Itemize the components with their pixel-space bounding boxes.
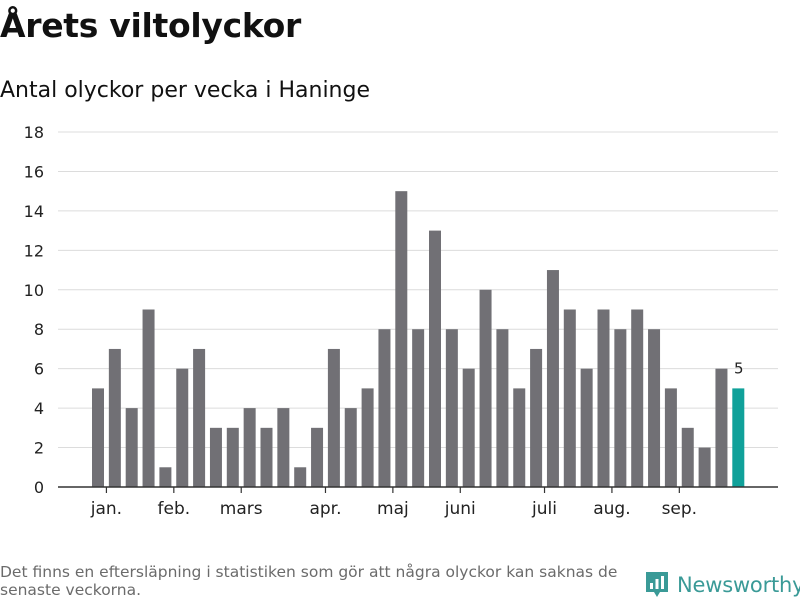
footnote: Det finns en eftersläpning i statistiken… bbox=[0, 563, 618, 599]
x-tick-label: juni bbox=[444, 499, 476, 519]
bar bbox=[513, 388, 526, 487]
x-tick-label: sep. bbox=[662, 499, 698, 519]
bars: 5 bbox=[58, 191, 778, 488]
y-tick-label: 16 bbox=[24, 162, 44, 181]
bar bbox=[260, 427, 273, 487]
bar bbox=[648, 329, 661, 487]
bar bbox=[715, 368, 728, 487]
y-tick-label: 8 bbox=[34, 320, 44, 339]
bar bbox=[193, 348, 206, 487]
y-tick-label: 14 bbox=[24, 202, 44, 221]
x-tick-label: apr. bbox=[309, 499, 341, 519]
bar-chart: 0 2 4 6 8 10 12 14 16 18 5 jan. feb. mars apr. maj jun… bbox=[24, 123, 778, 519]
bar-latest-week bbox=[732, 388, 745, 487]
bar bbox=[142, 309, 155, 487]
bar bbox=[412, 329, 425, 487]
bar bbox=[395, 191, 408, 487]
bar bbox=[176, 368, 189, 487]
bar bbox=[159, 467, 172, 487]
bar bbox=[496, 329, 509, 487]
x-tick-label: maj bbox=[377, 499, 409, 519]
bar bbox=[546, 270, 559, 487]
bar-chart-speech-bubble-icon bbox=[646, 572, 668, 597]
x-tick-label: aug. bbox=[593, 499, 630, 519]
bar bbox=[445, 329, 458, 487]
bar bbox=[698, 447, 711, 487]
x-tick-label: mars bbox=[220, 499, 263, 519]
bar bbox=[243, 408, 256, 487]
y-tick-label: 10 bbox=[24, 281, 44, 300]
bar bbox=[226, 427, 239, 487]
bar bbox=[294, 467, 307, 487]
x-tick-label: juli bbox=[531, 499, 557, 519]
y-tick-label: 0 bbox=[34, 478, 44, 497]
y-tick-label: 12 bbox=[24, 241, 44, 260]
x-axis-ticks: jan. feb. mars apr. maj juni juli aug. sep. bbox=[90, 487, 697, 519]
bar bbox=[563, 309, 576, 487]
bar bbox=[311, 427, 324, 487]
bar bbox=[580, 368, 593, 487]
x-tick-label: jan. bbox=[90, 499, 122, 519]
bar bbox=[681, 427, 694, 487]
bar bbox=[108, 348, 121, 487]
bar bbox=[614, 329, 627, 487]
y-tick-label: 4 bbox=[34, 399, 44, 418]
bar bbox=[344, 408, 357, 487]
bar bbox=[92, 388, 104, 487]
brand-name: Newsworthy bbox=[677, 573, 800, 597]
brand-logo[interactable]: Newsworthy bbox=[644, 569, 800, 601]
data-label: 5 bbox=[734, 359, 744, 377]
bar bbox=[209, 427, 222, 487]
y-tick-label: 18 bbox=[24, 123, 44, 142]
chart-subtitle: Antal olyckor per vecka i Haninge bbox=[0, 78, 370, 103]
bar bbox=[530, 348, 543, 487]
bar bbox=[277, 408, 290, 487]
y-axis-ticks: 0 2 4 6 8 10 12 14 16 18 bbox=[24, 123, 44, 497]
bar bbox=[597, 309, 610, 487]
bar bbox=[631, 309, 644, 487]
bar bbox=[479, 289, 492, 487]
chart-title: Årets viltolyckor bbox=[0, 6, 301, 45]
bar bbox=[664, 388, 677, 487]
bar bbox=[429, 230, 441, 487]
y-tick-label: 2 bbox=[34, 439, 44, 458]
x-tick-label: feb. bbox=[158, 499, 191, 519]
bar bbox=[327, 348, 340, 487]
bar bbox=[378, 329, 391, 487]
bar bbox=[125, 408, 138, 487]
bar bbox=[361, 388, 374, 487]
y-tick-label: 6 bbox=[34, 360, 44, 379]
bar bbox=[462, 368, 475, 487]
